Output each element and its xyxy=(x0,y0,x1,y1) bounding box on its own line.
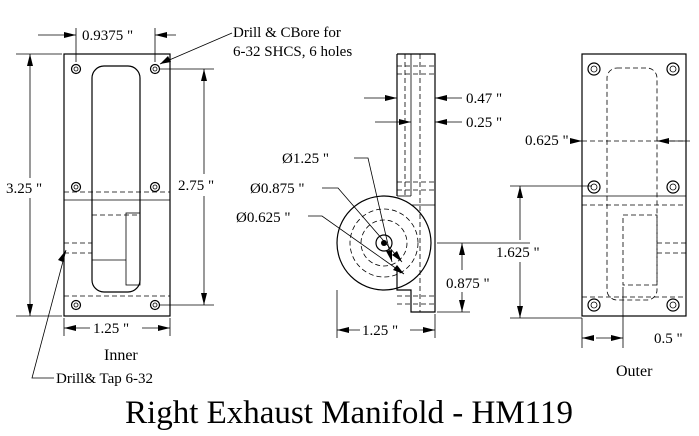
svg-text:1.25 ": 1.25 " xyxy=(362,323,398,339)
inner-outline xyxy=(63,53,171,317)
dim-outer-width-offset: 0.5 " xyxy=(581,287,683,348)
dim-center-height-1: 1.625 " xyxy=(496,185,592,319)
svg-text:6-32 SHCS, 6 holes: 6-32 SHCS, 6 holes xyxy=(233,44,352,60)
svg-text:0.25 ": 0.25 " xyxy=(466,115,502,131)
dim-overall-height: 3.25 " xyxy=(6,53,62,317)
svg-text:1.25 ": 1.25 " xyxy=(93,321,129,337)
inner-pocket xyxy=(91,65,141,293)
svg-text:Ø0.875 ": Ø0.875 " xyxy=(250,181,304,197)
svg-text:0.9375 ": 0.9375 " xyxy=(82,28,133,44)
svg-text:3.25 ": 3.25 " xyxy=(6,181,42,197)
note-drill-cbore: Drill & CBore for 6-32 SHCS, 6 holes xyxy=(159,25,352,65)
dim-center-height-2: 0.875 " xyxy=(437,242,530,313)
side-view: 0.47 " 0.25 " Ø1.25 " Ø0.875 " Ø0.625 " xyxy=(236,53,530,339)
outer-label: Outer xyxy=(616,363,653,380)
inner-label: Inner xyxy=(104,347,138,364)
svg-text:0.875 ": 0.875 " xyxy=(446,276,490,292)
side-flange xyxy=(336,195,432,291)
inner-slot xyxy=(125,212,141,286)
svg-text:0.47 ": 0.47 " xyxy=(466,91,502,107)
svg-text:0.5 ": 0.5 " xyxy=(654,331,683,347)
dim-outer-offset: 0.625 " xyxy=(525,133,690,149)
dim-inner-width: 1.25 " xyxy=(63,318,171,337)
svg-text:Drill & CBore for: Drill & CBore for xyxy=(233,25,341,41)
dim-hole-height: 2.75 " xyxy=(160,68,214,306)
dim-diameters: Ø1.25 " Ø0.875 " Ø0.625 " xyxy=(236,151,405,275)
dim-hole-spacing: 0.9375 " xyxy=(38,28,176,62)
svg-text:Ø0.625 ": Ø0.625 " xyxy=(236,210,290,226)
svg-text:Drill& Tap 6-32: Drill& Tap 6-32 xyxy=(56,371,153,387)
note-drill-tap: Drill& Tap 6-32 xyxy=(31,249,153,387)
dim-side-width: 1.25 " xyxy=(336,290,436,339)
inner-view: 0.9375 " 3.25 " 2.75 " xyxy=(6,25,352,387)
svg-text:0.625 ": 0.625 " xyxy=(525,133,569,149)
svg-text:2.75 ": 2.75 " xyxy=(178,178,214,194)
outer-pocket xyxy=(606,67,658,301)
svg-text:1.625 ": 1.625 " xyxy=(496,245,540,261)
svg-text:Ø1.25 ": Ø1.25 " xyxy=(282,151,329,167)
drawing-title: Right Exhaust Manifold - HM119 xyxy=(125,395,573,431)
dim-side-depth: 0.47 " 0.25 " xyxy=(364,91,502,131)
outer-view: 0.625 " 0.5 " Outer xyxy=(525,53,690,380)
outer-holes xyxy=(587,62,680,312)
outer-outline xyxy=(581,53,687,317)
side-outline xyxy=(396,53,436,313)
inner-holes xyxy=(70,63,161,311)
